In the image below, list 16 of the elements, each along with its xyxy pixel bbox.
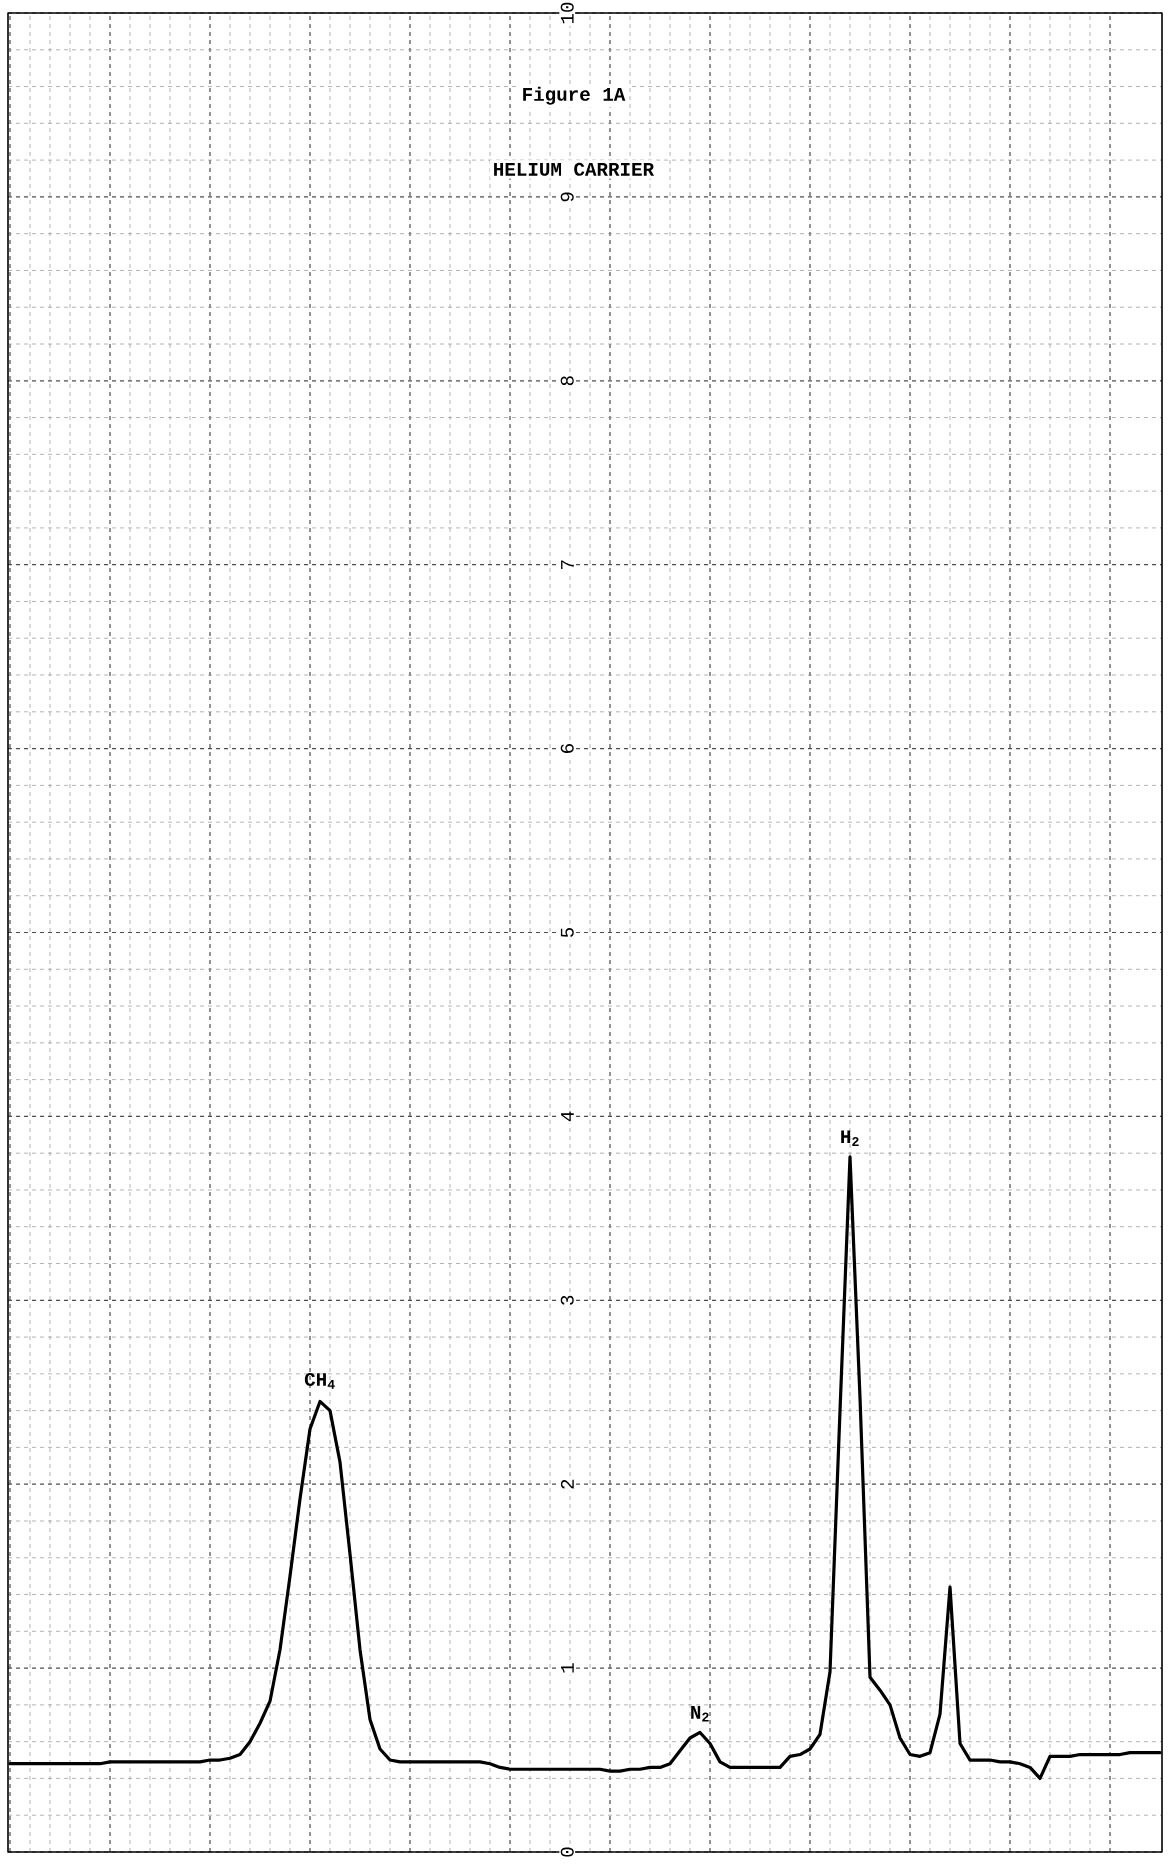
y-tick-label: 6 xyxy=(560,744,574,753)
y-tick-label: 1 xyxy=(561,1663,574,1673)
text: Figure 1A xyxy=(523,86,626,105)
annotation: N$_{2}$ xyxy=(691,1706,709,1722)
y-tick-label: 0 xyxy=(560,1847,574,1857)
text: HELIUM CARRIER xyxy=(494,162,655,176)
y-tick-label: 7 xyxy=(561,560,574,569)
y-tick-label: 4 xyxy=(561,1111,574,1122)
y-tick-label: 3 xyxy=(560,1295,574,1305)
y-tick-label: 5 xyxy=(560,927,574,938)
y-tick-label: 8 xyxy=(560,376,574,386)
annotation: CH$_{4}$ xyxy=(304,1372,335,1389)
y-tick-label: 10 xyxy=(560,2,574,24)
y-tick-label: 9 xyxy=(560,192,574,202)
y-tick-label: 2 xyxy=(560,1479,574,1489)
annotation: H$_{2}$ xyxy=(841,1130,859,1146)
